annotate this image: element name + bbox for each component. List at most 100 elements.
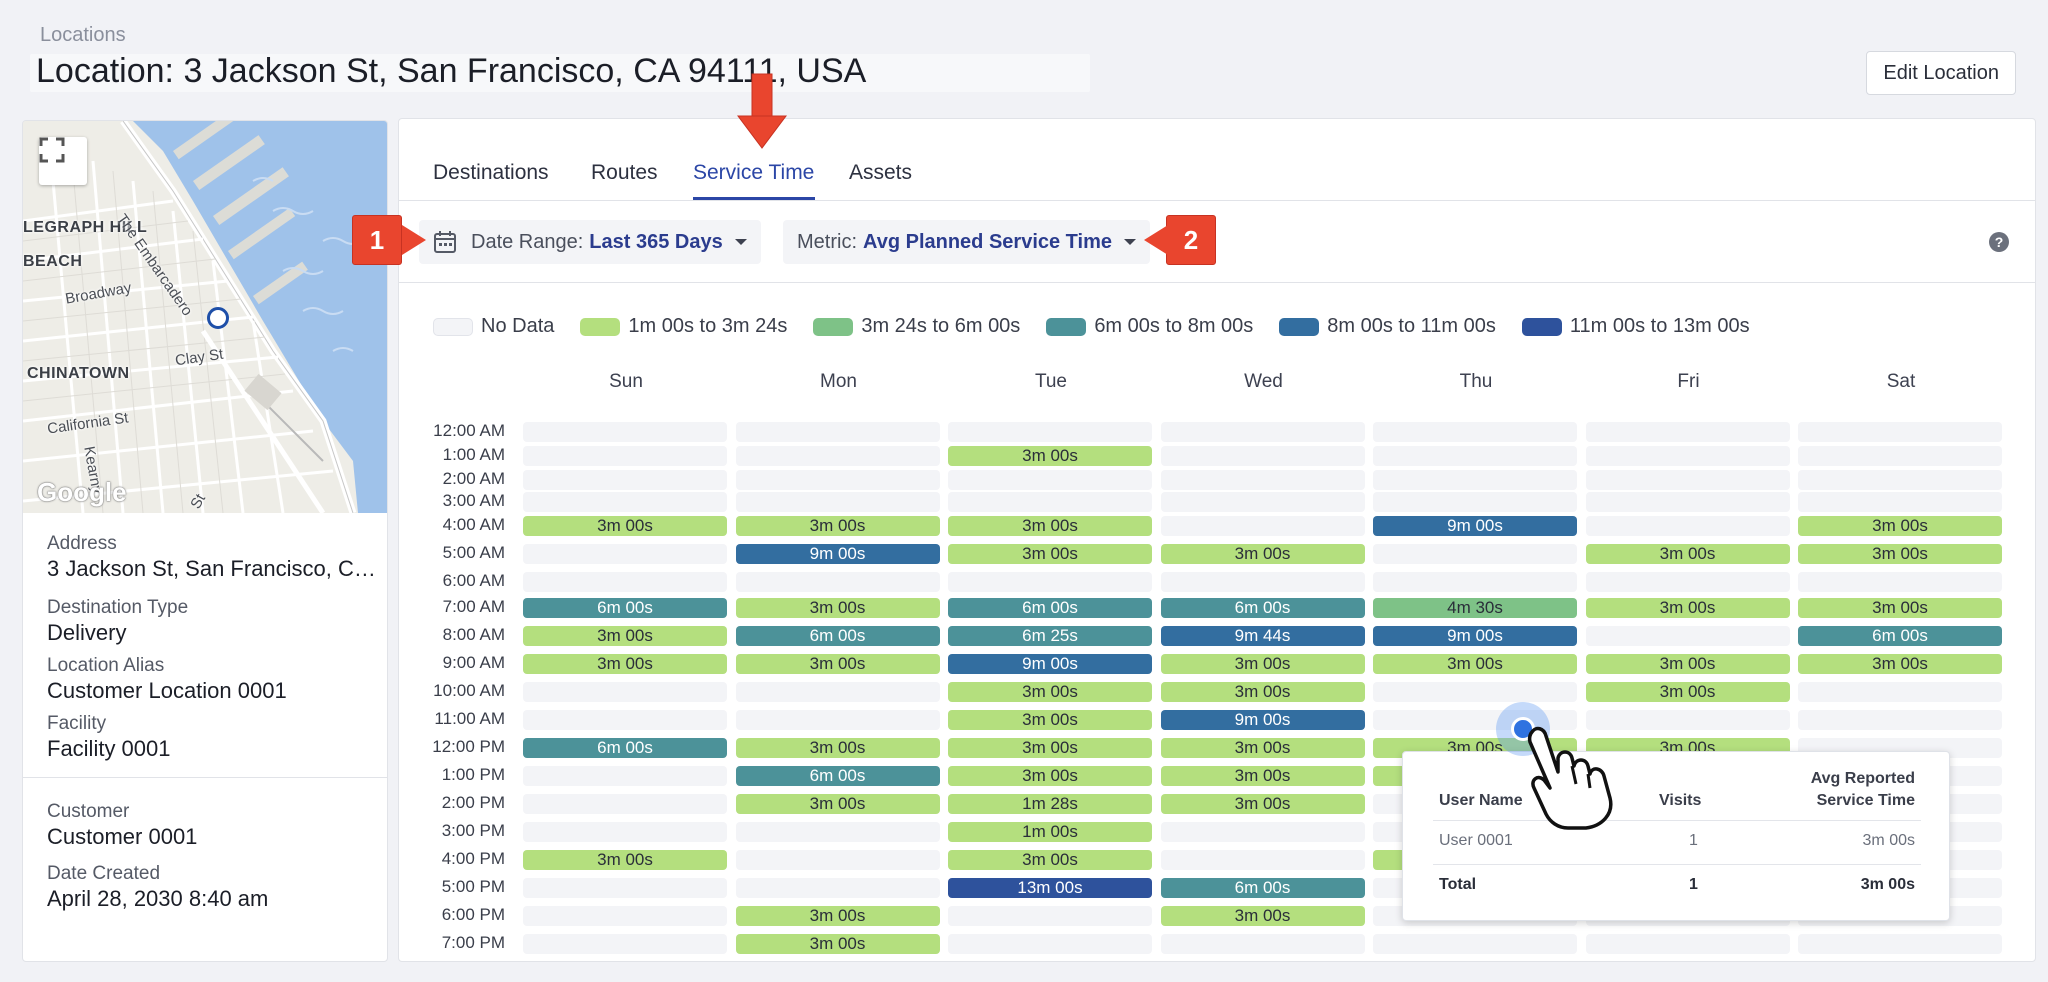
- heatmap-cell[interactable]: 9m 00s: [1373, 626, 1577, 646]
- heatmap-cell[interactable]: 4m 30s: [1373, 598, 1577, 618]
- heatmap-cell[interactable]: 3m 00s: [735, 906, 940, 926]
- heatmap-cell[interactable]: 6m 00s: [1798, 626, 2002, 646]
- legend-label: 11m 00s to 13m 00s: [1569, 315, 1750, 337]
- hour-label: 6:00 AM: [442, 571, 505, 590]
- heatmap-cell[interactable]: 6m 00s: [948, 598, 1152, 618]
- heatmap-cell[interactable]: 3m 00s: [948, 446, 1152, 466]
- heatmap-cell[interactable]: 3m 00s: [948, 766, 1152, 786]
- legend-swatch: [1046, 317, 1087, 336]
- heatmap-cell: [1798, 422, 2002, 442]
- heatmap-cell[interactable]: 6m 00s: [523, 738, 727, 758]
- heatmap-cell[interactable]: 9m 00s: [735, 544, 940, 564]
- hour-label: 2:00 AM: [442, 469, 505, 488]
- hour-label: 9:00 AM: [442, 653, 505, 672]
- heatmap-cell[interactable]: 9m 00s: [948, 654, 1152, 674]
- heatmap-cell[interactable]: 6m 00s: [735, 626, 940, 646]
- fullscreen-button[interactable]: [39, 137, 87, 185]
- heatmap-cell[interactable]: 1m 00s: [948, 822, 1152, 842]
- heatmap-cell[interactable]: 3m 00s: [1798, 654, 2002, 674]
- heatmap-cell[interactable]: 3m 00s: [1798, 516, 2002, 536]
- heatmap-cell[interactable]: 3m 00s: [1160, 544, 1365, 564]
- heatmap-cell[interactable]: 9m 00s: [1373, 516, 1577, 536]
- heatmap-cell[interactable]: 3m 00s: [1160, 794, 1365, 814]
- legend-swatch: [433, 317, 473, 336]
- heatmap-cell[interactable]: 3m 00s: [1160, 654, 1365, 674]
- heatmap-cell[interactable]: 3m 00s: [948, 710, 1152, 730]
- heatmap-cell: [948, 934, 1152, 954]
- heatmap-cell: [523, 794, 727, 814]
- heatmap-cell: [1585, 422, 1790, 442]
- heatmap-cell[interactable]: 3m 00s: [948, 682, 1152, 702]
- heatmap-cell[interactable]: 3m 00s: [1798, 598, 2002, 618]
- legend-item: 1m 00s to 3m 24s: [580, 315, 787, 338]
- heatmap-cell[interactable]: 3m 00s: [735, 794, 940, 814]
- heatmap-cell[interactable]: 3m 00s: [735, 934, 940, 954]
- heatmap-cell[interactable]: 3m 00s: [948, 516, 1152, 536]
- tooltip-total-label: Total: [1439, 876, 1477, 893]
- heatmap-cell: [1798, 446, 2002, 466]
- tab-destinations[interactable]: Destinations: [433, 161, 549, 184]
- heatmap-cell[interactable]: 3m 00s: [1160, 682, 1365, 702]
- heatmap-cell[interactable]: 3m 00s: [523, 850, 727, 870]
- tab-routes[interactable]: Routes: [591, 161, 658, 184]
- location-map[interactable]: LEGRAPH HILL BEACH CHINATOWN Broadway Cl…: [23, 121, 387, 513]
- hour-label: 12:00 PM: [432, 737, 505, 756]
- heatmap-cell[interactable]: 6m 00s: [1160, 598, 1365, 618]
- heatmap-cell[interactable]: 3m 00s: [1585, 598, 1790, 618]
- date-created-value: April 28, 2030 8:40 am: [47, 886, 269, 911]
- heatmap-cell[interactable]: 3m 00s: [1585, 544, 1790, 564]
- heatmap-cell[interactable]: 6m 00s: [735, 766, 940, 786]
- heatmap-cell[interactable]: 3m 00s: [735, 516, 940, 536]
- heatmap-cell: [1585, 446, 1790, 466]
- heatmap-cell: [1373, 544, 1577, 564]
- hour-label: 1:00 AM: [442, 445, 505, 464]
- heatmap-cell[interactable]: 3m 00s: [1160, 766, 1365, 786]
- edit-location-button[interactable]: Edit Location: [1866, 51, 2016, 95]
- heatmap-cell[interactable]: 6m 00s: [523, 598, 727, 618]
- heatmap-cell[interactable]: 13m 00s: [948, 878, 1152, 898]
- heatmap-cell: [735, 878, 940, 898]
- heatmap-cell[interactable]: 3m 00s: [1160, 738, 1365, 758]
- heatmap-cell[interactable]: 3m 00s: [1373, 654, 1577, 674]
- date-created-label: Date Created: [47, 863, 161, 884]
- heatmap-cell[interactable]: 3m 00s: [523, 516, 727, 536]
- heatmap-cell[interactable]: 3m 00s: [1160, 906, 1365, 926]
- heatmap-cell[interactable]: 3m 00s: [523, 626, 727, 646]
- heatmap-cell: [1160, 470, 1365, 490]
- heatmap-cell[interactable]: 6m 00s: [1160, 878, 1365, 898]
- heatmap-cell: [1160, 934, 1365, 954]
- help-icon[interactable]: ?: [1989, 232, 2009, 252]
- heatmap-cell: [1373, 422, 1577, 442]
- map-label-telegraph-hill: LEGRAPH HILL: [23, 219, 148, 236]
- tooltip-total-time: 3m 00s: [1860, 876, 1915, 893]
- heatmap-cell: [1585, 626, 1790, 646]
- heatmap-cell[interactable]: 1m 28s: [948, 794, 1152, 814]
- title-highlight: [30, 54, 1090, 92]
- heatmap-cell[interactable]: 3m 00s: [948, 850, 1152, 870]
- tooltip-col-user: User Name: [1439, 792, 1523, 809]
- hour-label: 7:00 PM: [441, 933, 505, 952]
- heatmap-cell[interactable]: 3m 00s: [1798, 544, 2002, 564]
- heatmap-cell: [1373, 492, 1577, 512]
- heatmap-cell[interactable]: 3m 00s: [1585, 654, 1790, 674]
- heatmap-cell: [1798, 934, 2002, 954]
- heatmap-cell[interactable]: 3m 00s: [735, 654, 940, 674]
- heatmap-cell[interactable]: 9m 00s: [1160, 710, 1365, 730]
- heatmap-cell[interactable]: 3m 00s: [948, 738, 1152, 758]
- heatmap-cell[interactable]: 3m 00s: [523, 654, 727, 674]
- location-pin-icon[interactable]: [207, 307, 229, 329]
- tab-service-time[interactable]: Service Time: [693, 161, 815, 184]
- breadcrumb[interactable]: Locations: [40, 24, 126, 46]
- heatmap-cell[interactable]: 9m 44s: [1160, 626, 1365, 646]
- heatmap-cell: [523, 682, 727, 702]
- heatmap-cell[interactable]: 3m 00s: [1585, 682, 1790, 702]
- heatmap-cell[interactable]: 3m 00s: [735, 598, 940, 618]
- heatmap-cell[interactable]: 6m 25s: [948, 626, 1152, 646]
- date-range-dropdown[interactable]: Date Range: Last 365 Days: [419, 220, 761, 264]
- heatmap-cell[interactable]: 3m 00s: [948, 544, 1152, 564]
- metric-dropdown[interactable]: Metric: Avg Planned Service Time: [783, 220, 1150, 264]
- tab-assets[interactable]: Assets: [849, 161, 913, 184]
- heatmap-cell: [523, 822, 727, 842]
- heatmap-cell: [1373, 446, 1577, 466]
- heatmap-cell[interactable]: 3m 00s: [735, 738, 940, 758]
